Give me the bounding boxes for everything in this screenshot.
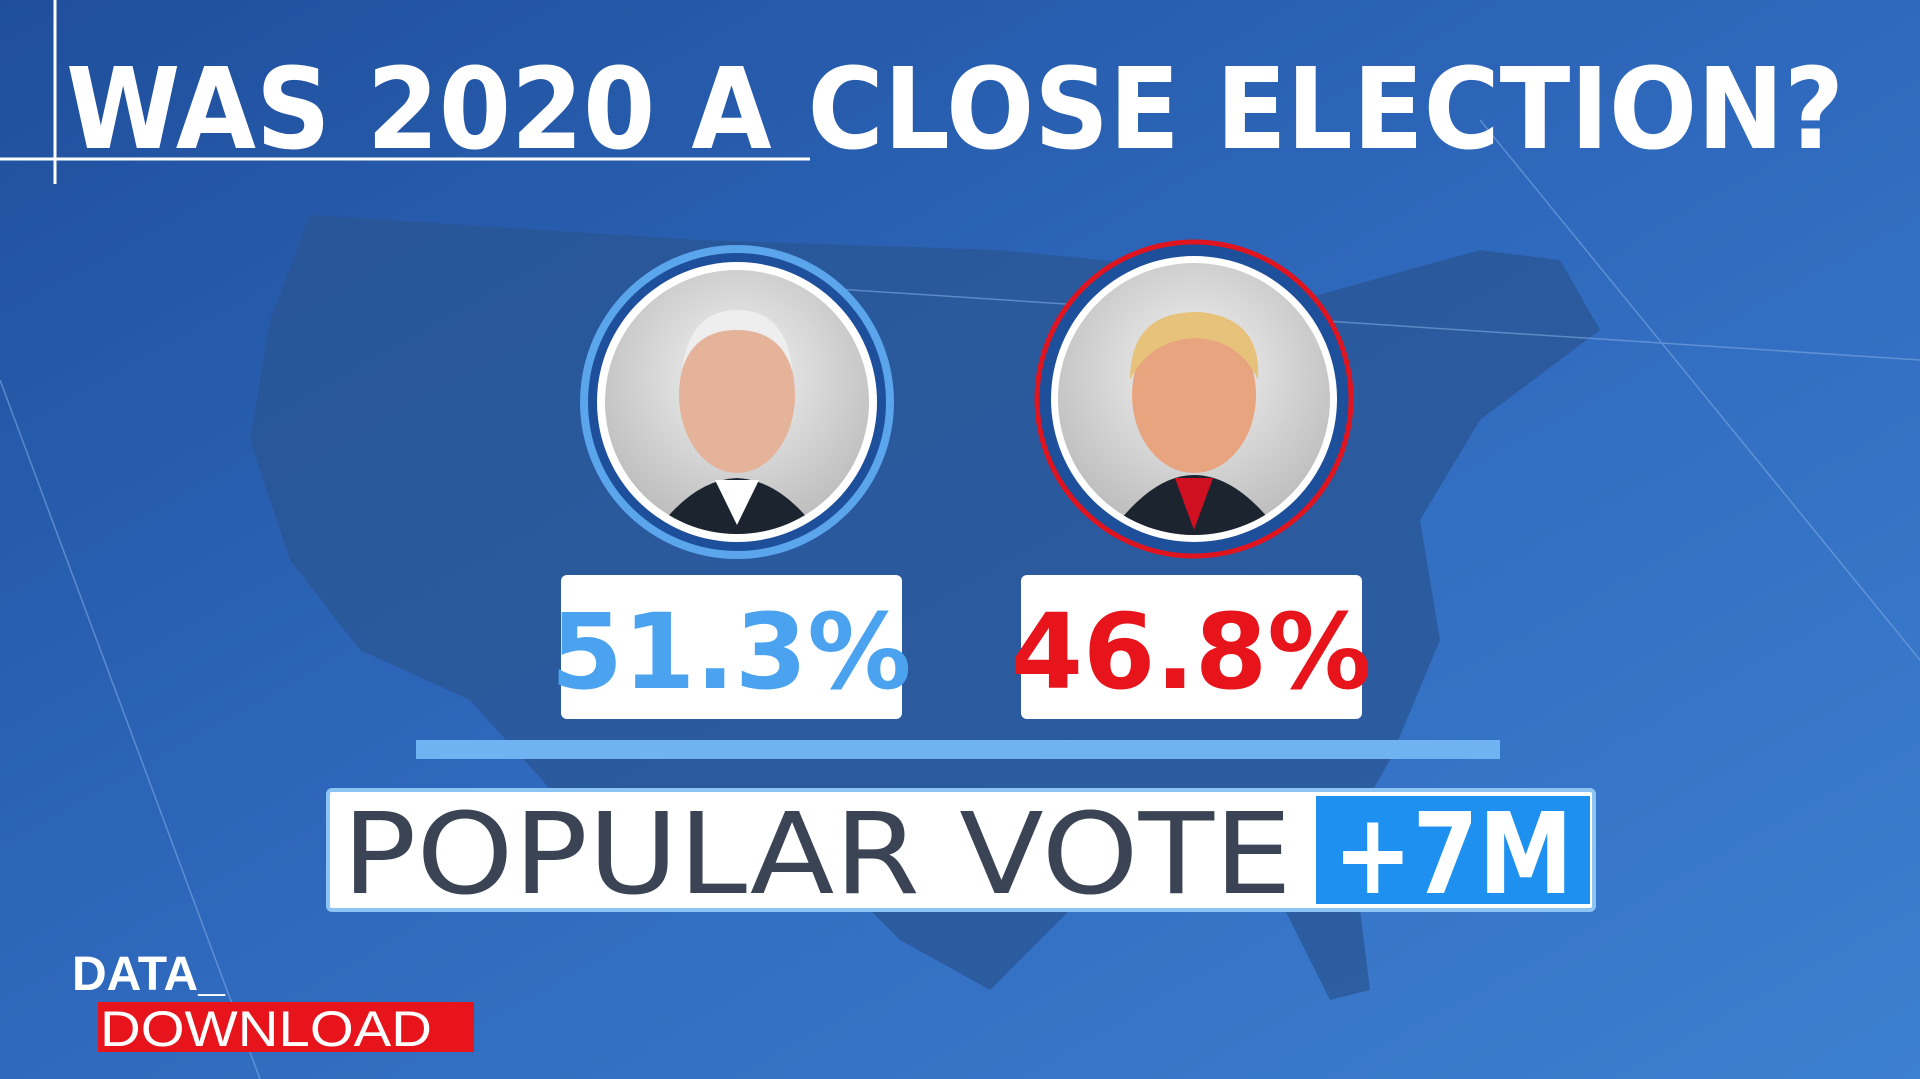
trump-box bbox=[1021, 575, 1362, 719]
logo-bottom: DOWNLOAD bbox=[100, 1001, 432, 1057]
logo-bar bbox=[98, 1002, 474, 1052]
trump-share: 46.8% bbox=[1011, 591, 1372, 713]
biden-portrait bbox=[580, 245, 894, 559]
biden-box bbox=[561, 575, 902, 719]
margin-box bbox=[1316, 796, 1590, 904]
biden-share: 51.3% bbox=[551, 591, 912, 713]
title: WAS 2020 A CLOSE ELECTION? bbox=[66, 45, 1844, 175]
trump-portrait bbox=[1034, 239, 1354, 559]
logo-top: DATA_ bbox=[72, 948, 226, 1001]
divider bbox=[416, 740, 1500, 759]
popular-vote-box bbox=[326, 788, 1596, 912]
margin-value: +7M bbox=[1333, 790, 1573, 920]
popular-vote-label: POPULAR VOTE bbox=[342, 790, 1292, 920]
